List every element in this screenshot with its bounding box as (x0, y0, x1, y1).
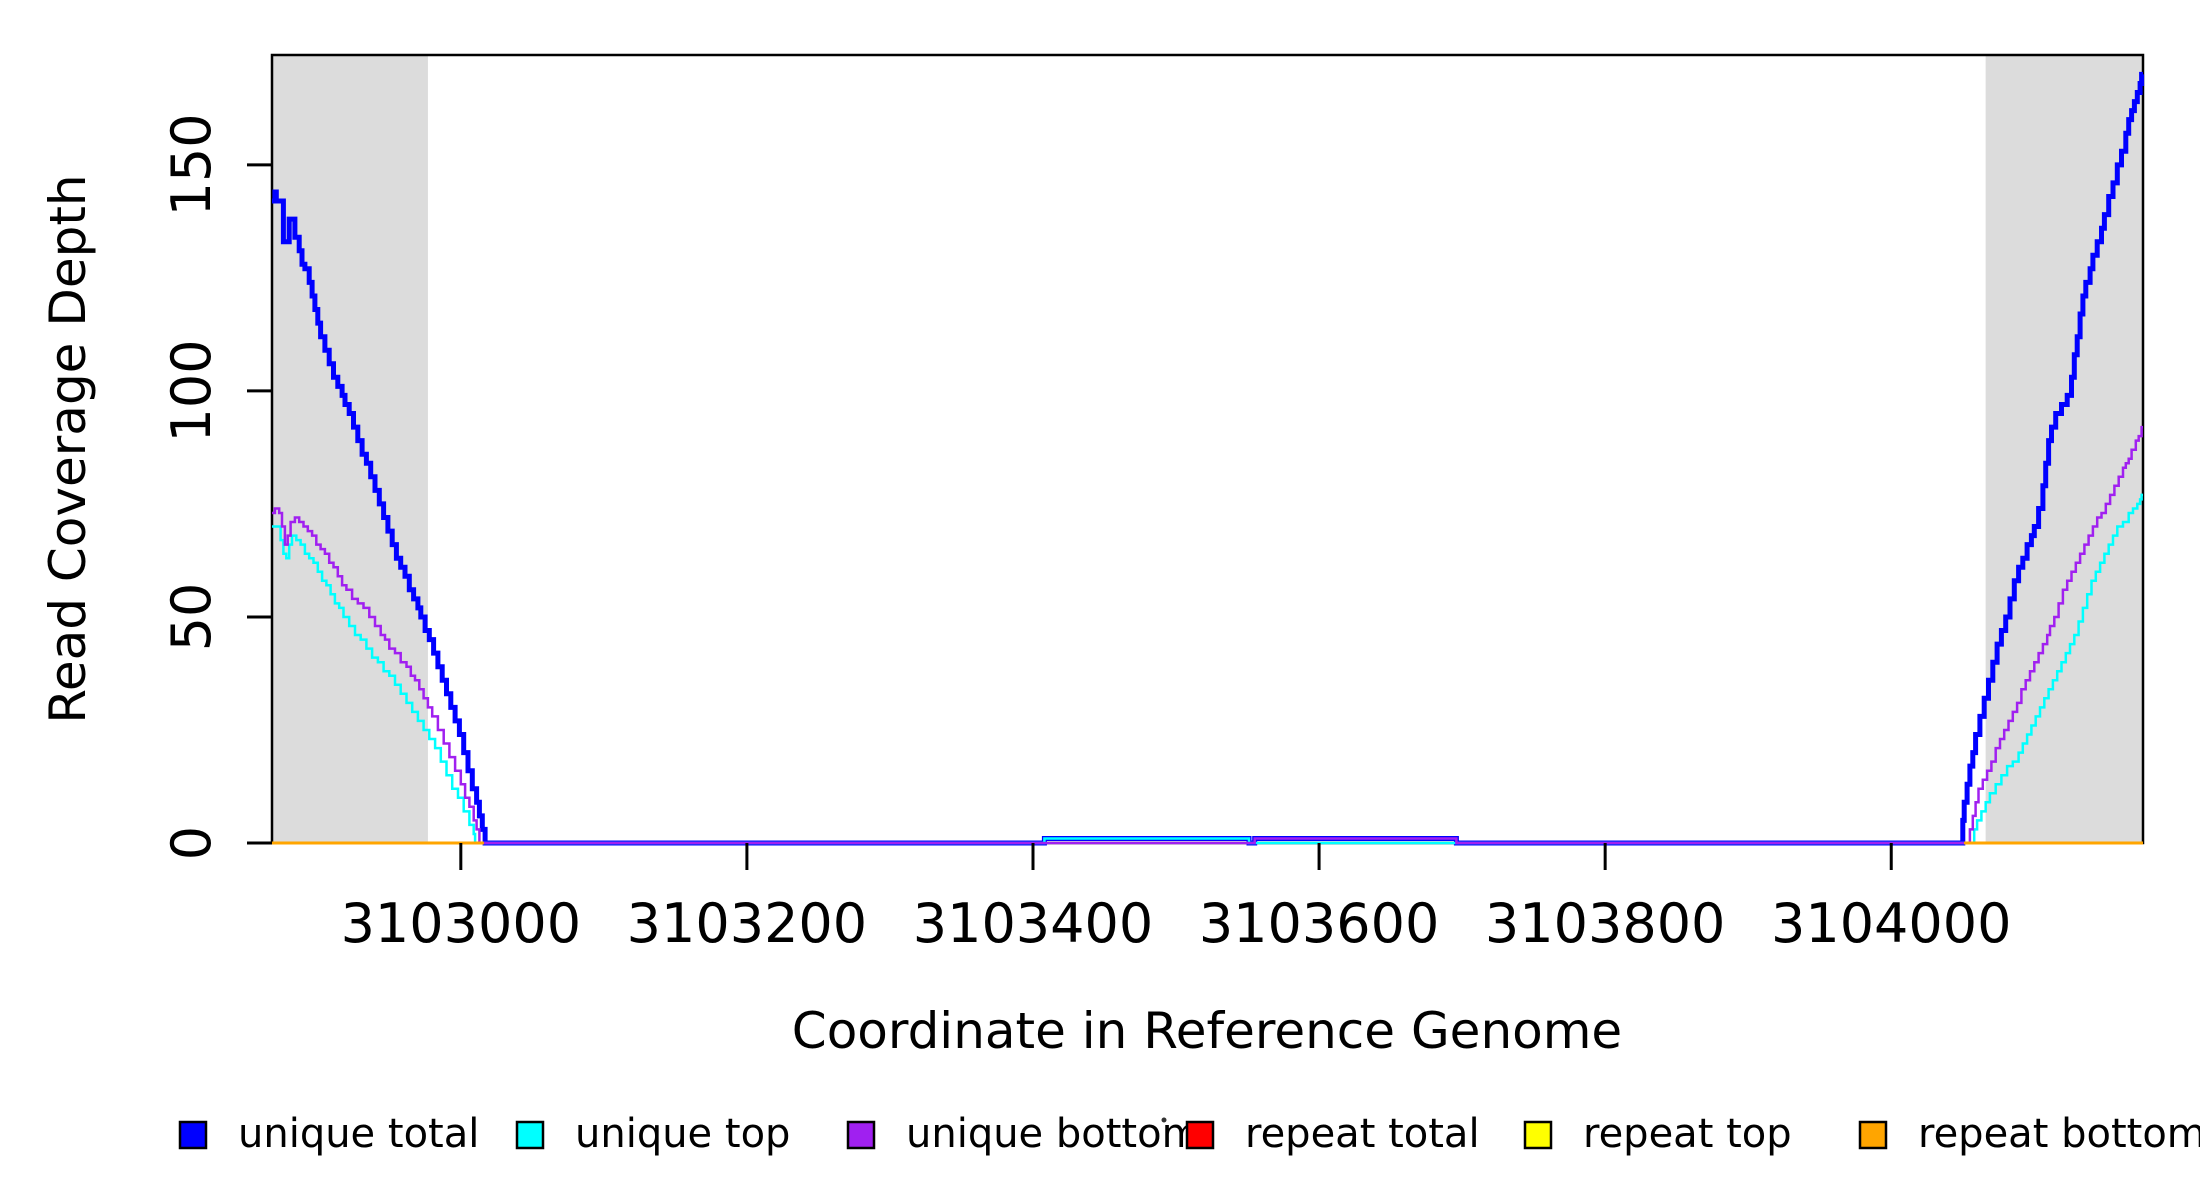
stray-dot (1161, 1117, 1167, 1123)
legend-item-unique-top: unique top (515, 1111, 790, 1157)
x-axis-title: Coordinate in Reference Genome (792, 1002, 1622, 1060)
x-tick-label: 3103400 (913, 892, 1154, 955)
legend-swatch-repeat-total (1185, 1120, 1215, 1150)
x-tick-label: 3103200 (627, 892, 868, 955)
legend-label-repeat-top: repeat top (1583, 1111, 1792, 1157)
legend-swatch-unique-bottom (846, 1120, 876, 1150)
legend-label-unique-bottom: unique bottom (906, 1111, 1201, 1157)
series-line-unique-top (272, 493, 2143, 845)
legend-label-unique-top: unique top (575, 1111, 790, 1157)
legend-item-unique-bottom: unique bottom (846, 1111, 1201, 1157)
legend-item-repeat-top: repeat top (1523, 1111, 1792, 1157)
series-line-unique-total (272, 71, 2145, 846)
legend-item-repeat-total: repeat total (1185, 1111, 1480, 1157)
legend-swatch-repeat-bottom (1858, 1120, 1888, 1150)
x-tick-label: 3103000 (341, 892, 582, 955)
y-tick-label: 0 (160, 826, 223, 860)
legend-swatch-repeat-top (1523, 1120, 1553, 1150)
shaded-regions (272, 55, 2143, 843)
repeat-region-shading-0 (272, 55, 428, 843)
y-tick-label: 100 (160, 339, 223, 442)
legend-swatch-unique-top (515, 1120, 545, 1150)
legend: unique total unique top unique bottom repea… (178, 1111, 2200, 1157)
legend-swatch-unique-total (178, 1120, 208, 1150)
legend-item-repeat-bottom: repeat bottom (1858, 1111, 2200, 1157)
y-tick-label: 50 (160, 583, 223, 652)
legend-item-unique-total: unique total (178, 1111, 479, 1157)
y-axis-title: Read Coverage Depth (39, 174, 97, 723)
legend-label-unique-total: unique total (238, 1111, 479, 1157)
series-line-unique-bottom (272, 425, 2143, 845)
axes: 3103000 3103200 3103400 3103600 3103800 31040… (160, 113, 2011, 955)
x-tick-label: 3104000 (1771, 892, 2012, 955)
legend-label-repeat-bottom: repeat bottom (1918, 1111, 2200, 1157)
x-tick-label: 3103800 (1485, 892, 1726, 955)
x-tick-label: 3103600 (1199, 892, 1440, 955)
legend-label-repeat-total: repeat total (1245, 1111, 1480, 1157)
plot-frame (270, 53, 2145, 845)
series-lines (272, 71, 2145, 846)
y-tick-label: 150 (160, 113, 223, 216)
plot-box (270, 53, 2145, 845)
